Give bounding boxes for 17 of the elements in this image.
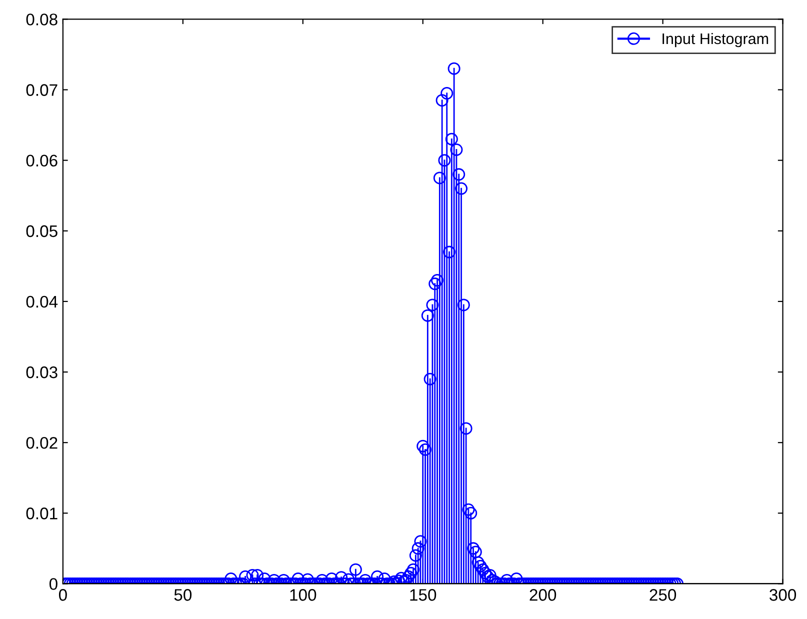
y-tick-label: 0.04	[26, 296, 58, 308]
x-tick-label: 300	[770, 589, 796, 601]
x-tick-label: 100	[290, 589, 316, 601]
x-tick-label: 0	[58, 589, 67, 601]
y-tick-label: 0	[49, 578, 58, 590]
x-tick-label: 50	[174, 589, 192, 601]
x-tick-label: 150	[410, 589, 436, 601]
x-tick-label: 250	[650, 589, 676, 601]
y-tick-label: 0.03	[26, 366, 58, 378]
y-tick-label: 0.02	[26, 436, 58, 449]
y-tick-label: 0.05	[26, 225, 58, 238]
y-tick-label: 0.08	[26, 14, 58, 26]
y-tick-label: 0.06	[26, 154, 58, 167]
y-tick-label: 0.07	[26, 84, 58, 96]
y-tick-label: 0.01	[26, 508, 58, 520]
x-tick-label: 200	[530, 589, 556, 601]
legend-label: Input Histogram	[662, 32, 768, 48]
